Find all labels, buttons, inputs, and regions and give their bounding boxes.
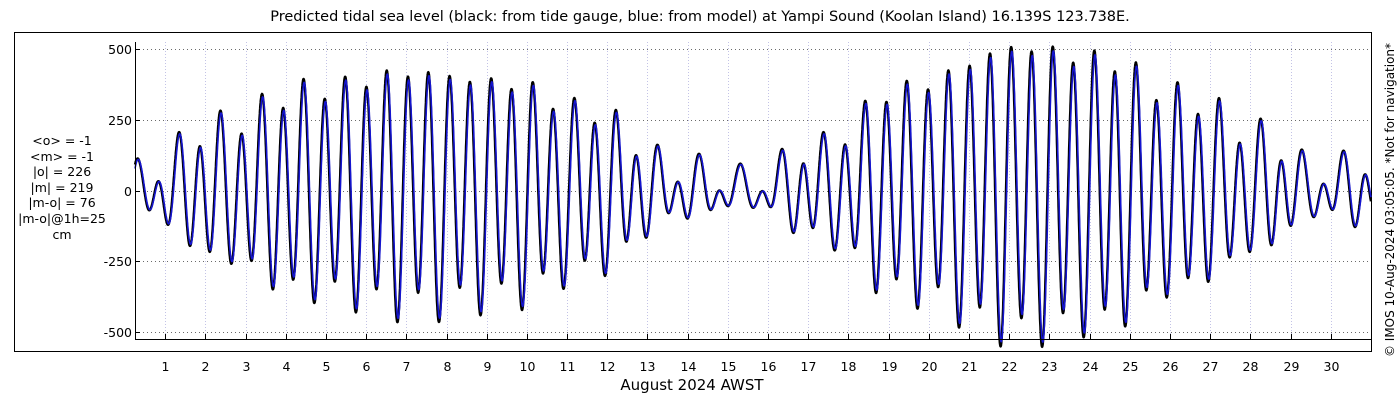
x-tick-label: 22 (1002, 359, 1018, 374)
x-tick-label: 1 (162, 359, 170, 374)
stat-abs-model: |m| = 219 (30, 179, 94, 195)
x-tick-label: 18 (841, 359, 857, 374)
x-tick-label: 10 (520, 359, 536, 374)
y-tick-label: -500 (104, 325, 132, 340)
x-tick-label: 20 (922, 359, 938, 374)
series-layer (133, 45, 1373, 348)
stat-mean-model: <m> = -1 (29, 148, 94, 164)
x-tick-label: 3 (243, 359, 251, 374)
chart-title: Predicted tidal sea level (black: from t… (270, 9, 1130, 25)
x-tick-label: 24 (1083, 359, 1099, 374)
outer-frame (14, 32, 1372, 352)
x-tick-label: 6 (363, 359, 371, 374)
stat-abs-diff: |m-o| = 76 (28, 195, 96, 211)
x-tick-label: 26 (1163, 359, 1179, 374)
stat-unit: cm (52, 226, 72, 242)
x-tick-label: 16 (761, 359, 777, 374)
y-tick-label: 0 (124, 184, 132, 199)
y-tick-label: -250 (104, 254, 132, 269)
y-tick-label: 500 (108, 42, 132, 57)
x-tick-label: 4 (283, 359, 291, 374)
x-tick-label: 28 (1243, 359, 1259, 374)
x-axis-title: August 2024 AWST (620, 376, 764, 394)
stat-mean-observed: <o> = -1 (32, 133, 92, 148)
y-tick-label: 250 (108, 113, 132, 128)
x-tick-label: 9 (484, 359, 492, 374)
x-tick-label: 15 (721, 359, 737, 374)
stat-abs-observed: |o| = 226 (32, 164, 92, 180)
x-tick-label: 5 (323, 359, 331, 374)
x-tick-label: 17 (801, 359, 817, 374)
x-tick-label: 29 (1284, 359, 1300, 374)
x-tick-label: 27 (1203, 359, 1219, 374)
x-tick-label: 11 (560, 359, 576, 374)
x-tick-label: 21 (962, 359, 978, 374)
x-tick-label: 30 (1324, 359, 1340, 374)
stats-panel: <o> = -1 <m> = -1 |o| = 226 |m| = 219 |m… (14, 133, 110, 242)
x-tick-label: 25 (1123, 359, 1139, 374)
x-tick-label: 14 (681, 359, 697, 374)
x-tick-label: 13 (640, 359, 656, 374)
x-tick-label: 2 (202, 359, 210, 374)
x-tick-label: 7 (403, 359, 411, 374)
x-tick-label: 23 (1042, 359, 1058, 374)
x-tick-label: 19 (882, 359, 898, 374)
series-line-model (134, 50, 1372, 343)
axis-layer: August 2024 AWST 1 2 3 4 5 6 7 8 9 10 11 12 13 14 15 16… (104, 42, 1371, 394)
x-tick-label: 8 (444, 359, 452, 374)
stat-abs-diff-1h: |m-o|@1h=25 (18, 210, 106, 226)
x-tick-label: 12 (600, 359, 616, 374)
